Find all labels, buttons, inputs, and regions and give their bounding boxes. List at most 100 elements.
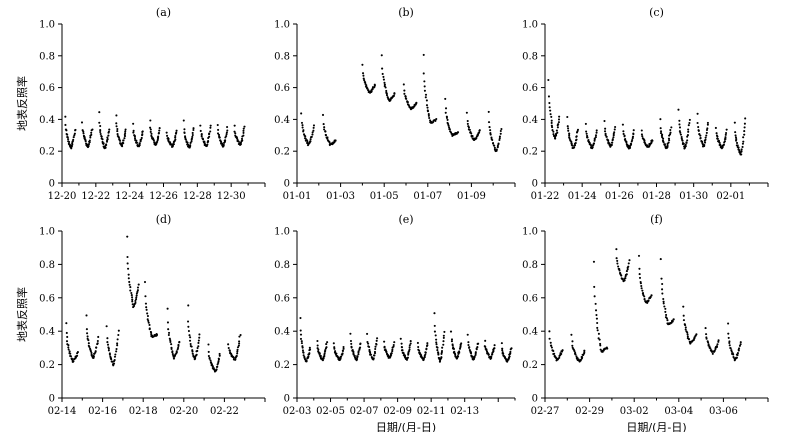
data-point: [136, 286, 140, 289]
data-point: [616, 262, 619, 265]
data-point: [237, 140, 240, 143]
data-point: [149, 126, 152, 129]
data-point: [422, 72, 425, 75]
data-point: [119, 139, 122, 142]
data-point: [73, 134, 76, 137]
data-point: [508, 355, 511, 358]
data-point: [741, 142, 744, 145]
panel-f: (f) 0 0.2 0.4 0.6 0.8 1.0 02-27 02-29 03-02 03-04 0…: [522, 213, 769, 432]
data-point: [682, 142, 685, 145]
data-point: [576, 128, 580, 131]
day-series-1: [64, 115, 77, 150]
data-point: [625, 270, 628, 273]
x-tick-label: 01-24: [568, 191, 597, 202]
panel-d: (d) 0 0.2 0.4 0.6 0.8 1.0 02-14 02-16 02-18 02-20 0…: [15, 213, 266, 417]
data-point: [573, 146, 576, 149]
data-point: [363, 79, 366, 82]
x-tick-label: 01-22: [531, 191, 560, 202]
data-point: [629, 142, 633, 145]
data-point: [682, 305, 685, 308]
data-point: [713, 349, 716, 353]
data-point: [678, 123, 681, 126]
data-point: [448, 128, 451, 131]
data-point: [76, 351, 79, 354]
day-series-7: [165, 129, 178, 148]
data-point: [67, 138, 70, 141]
day-series-4: [115, 114, 127, 148]
data-point: [382, 75, 385, 78]
data-point: [553, 352, 556, 355]
data-point: [316, 344, 319, 347]
data-point: [507, 357, 511, 360]
data-point: [681, 139, 684, 142]
data-point: [383, 340, 386, 343]
data-point: [67, 348, 70, 351]
data-point: [299, 317, 302, 320]
data-point: [496, 144, 499, 147]
data-point: [560, 352, 563, 356]
day-series-4: [380, 54, 396, 103]
data-point: [668, 139, 671, 142]
data-point: [311, 131, 314, 134]
data-point: [324, 134, 328, 137]
data-point: [454, 353, 457, 357]
data-point: [376, 337, 379, 340]
data-point: [730, 350, 733, 353]
data-point: [197, 345, 200, 348]
y-tick-label: 1.0: [274, 227, 290, 238]
data-point: [238, 342, 241, 345]
data-point: [190, 137, 193, 140]
data-point: [467, 126, 471, 129]
data-point: [671, 320, 674, 323]
data-point: [568, 132, 571, 135]
data-point: [116, 338, 119, 341]
data-point: [599, 348, 602, 351]
data-point: [686, 331, 689, 334]
data-point: [300, 342, 303, 345]
data-point: [743, 130, 746, 133]
data-point: [687, 337, 690, 340]
data-point: [340, 355, 343, 358]
data-point: [556, 131, 559, 134]
x-tick-label: 02-05: [316, 406, 345, 417]
data-point: [135, 298, 138, 301]
data-point: [426, 110, 430, 113]
data-point: [641, 289, 644, 292]
data-point: [669, 131, 672, 134]
x-tick-label: 02-11: [417, 406, 446, 417]
data-point: [444, 97, 447, 100]
data-point: [301, 126, 304, 129]
data-point: [424, 93, 428, 96]
data-point: [469, 352, 473, 355]
data-point: [116, 342, 119, 345]
data-point: [595, 314, 598, 317]
data-point: [705, 131, 708, 134]
data-point: [435, 338, 438, 341]
y-tick-label: 0.8: [522, 51, 538, 62]
data-point: [194, 357, 197, 360]
data-point: [683, 146, 687, 149]
data-point: [684, 145, 687, 148]
data-point: [392, 343, 395, 347]
data-point: [167, 333, 170, 337]
y-tick-label: 0: [49, 179, 55, 190]
data-point: [640, 129, 643, 132]
data-point: [404, 95, 407, 98]
data-point: [90, 133, 93, 136]
data-point: [424, 351, 427, 354]
data-point: [661, 292, 664, 295]
data-point: [189, 336, 192, 339]
data-point: [433, 330, 436, 333]
data-point: [300, 340, 303, 343]
data-point: [183, 128, 186, 131]
x-tick-label: 02-22: [210, 406, 239, 417]
data-point: [131, 300, 134, 303]
data-point: [571, 144, 574, 147]
day-series-3: [361, 63, 376, 94]
data-point: [99, 124, 102, 128]
data-point: [706, 127, 709, 130]
day-series-9: [727, 322, 742, 362]
data-point: [108, 353, 111, 356]
data-point: [96, 342, 99, 345]
data-point: [400, 346, 404, 349]
